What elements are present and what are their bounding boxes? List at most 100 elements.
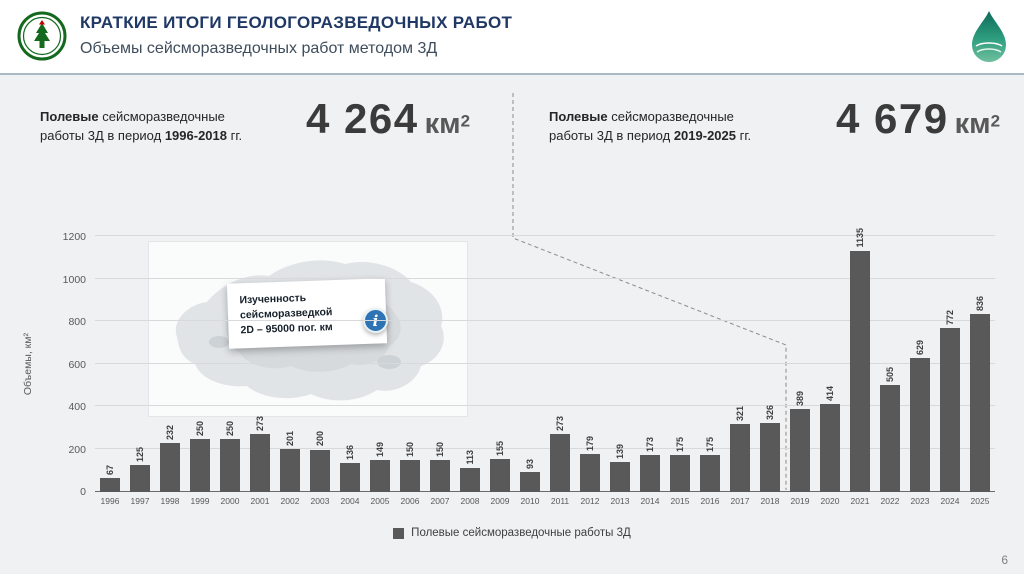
slide-title: КРАТКИЕ ИТОГИ ГЕОЛОГОРАЗВЕДОЧНЫХ РАБОТ (80, 13, 513, 32)
stat-unit-sup: 2 (460, 111, 471, 131)
bar-value-label: 93 (525, 459, 535, 470)
bar-column: 150 (425, 237, 455, 492)
header: КРАТКИЕ ИТОГИ ГЕОЛОГОРАЗВЕДОЧНЫХ РАБОТ О… (0, 0, 1024, 75)
stat-unit: км (954, 108, 991, 140)
bar-value-label: 250 (225, 420, 235, 436)
bar (940, 327, 960, 492)
bar-value-label: 175 (705, 436, 715, 452)
bar-column: 136 (335, 237, 365, 492)
x-axis-label: 2011 (550, 496, 570, 506)
stat-label-2019-2025: Полевые сейсморазведочные работы 3Д в пе… (549, 107, 751, 145)
bar (340, 463, 360, 492)
y-axis-tick-label: 400 (68, 401, 86, 413)
bar (250, 434, 270, 492)
bar-value-label: 629 (915, 340, 925, 356)
bar-column: 250 (215, 237, 245, 492)
x-axis-label: 2004 (340, 496, 360, 506)
bar-value-label: 326 (765, 404, 775, 420)
y-axis-tick-label: 200 (68, 443, 86, 456)
bar-value-label: 250 (195, 420, 205, 436)
bar (610, 462, 630, 492)
x-axis-label: 2014 (640, 496, 660, 506)
bar (850, 250, 870, 492)
bar (820, 404, 840, 492)
x-axis-label: 2025 (970, 496, 990, 506)
bar-column: 201 (275, 237, 305, 492)
bar-value-label: 150 (435, 442, 445, 458)
stat-period: 1996-2018 (164, 128, 227, 143)
bar-value-label: 232 (165, 424, 175, 440)
header-titles: КРАТКИЕ ИТОГИ ГЕОЛОГОРАЗВЕДОЧНЫХ РАБОТ О… (80, 13, 512, 58)
stat-label-text: работы 3Д в период (549, 128, 674, 143)
bar-value-label: 201 (285, 431, 295, 447)
x-axis-label: 2012 (580, 496, 600, 506)
y-axis-tick-label: 800 (68, 316, 86, 328)
bar-column: 67 (95, 237, 125, 492)
bar-value-label: 273 (255, 415, 265, 431)
x-axis-label: 2019 (790, 496, 810, 506)
x-axis-label: 2006 (400, 496, 420, 506)
x-axis-label: 2007 (430, 496, 450, 506)
bar-column: 232 (155, 237, 185, 492)
stat-label-bold: Полевые (549, 109, 608, 124)
stat-number: 4 264 (306, 95, 419, 142)
y-axis-tick-label: 0 (80, 486, 86, 498)
bar-column: 113 (455, 237, 485, 492)
gridline (95, 447, 995, 449)
bar-value-label: 136 (345, 445, 355, 461)
x-axis-label: 2017 (730, 496, 750, 506)
bar (880, 384, 900, 492)
bar (760, 422, 780, 492)
stat-label-text: сейсморазведочные (98, 109, 225, 124)
stat-label-text: гг. (227, 128, 243, 143)
bar-value-label: 67 (105, 464, 115, 475)
x-axis-label: 1998 (160, 496, 180, 506)
bar-column: 200 (305, 237, 335, 492)
bar-value-label: 505 (885, 366, 895, 382)
bar-column: 139 (605, 237, 635, 492)
bar-column: 273 (245, 237, 275, 492)
x-axis-label: 2002 (280, 496, 300, 506)
bar-column: 321 (725, 237, 755, 492)
stat-label-text: гг. (736, 128, 752, 143)
y-axis-tick-label: 600 (68, 358, 86, 371)
x-axis-label: 1996 (100, 496, 120, 506)
bar-column: 505 (875, 237, 905, 492)
page-number: 6 (1001, 553, 1008, 567)
stat-label-text: сейсморазведочные (607, 109, 734, 124)
bar-column: 629 (905, 237, 935, 492)
bar-value-label: 273 (555, 415, 565, 431)
bar (130, 465, 150, 492)
bar-column: 1135 (845, 228, 875, 492)
x-axis-label: 2018 (760, 496, 780, 506)
company-emblem-logo (17, 11, 67, 61)
chart-legend: Полевые сейсморазведочные работы 3Д (0, 527, 1024, 539)
x-axis-label: 2022 (880, 496, 900, 506)
bar (100, 477, 120, 492)
bar-value-label: 414 (825, 386, 835, 402)
bar-column: 93 (515, 237, 545, 492)
x-axis-label: 2024 (940, 496, 960, 506)
bar (550, 434, 570, 492)
bar-value-label: 175 (675, 436, 685, 452)
bar-value-label: 150 (405, 442, 415, 458)
y-axis-tick-label: 1000 (62, 273, 86, 286)
bar (220, 438, 240, 492)
slide-subtitle: Объемы сейсморазведочных работ методом 3… (80, 40, 438, 57)
x-axis-label: 2021 (850, 496, 870, 506)
bar-column: 326 (755, 237, 785, 492)
bar (490, 459, 510, 492)
bar-column: 836 (965, 237, 995, 492)
bar (400, 460, 420, 492)
bar-value-label: 389 (795, 391, 805, 407)
bar-column: 772 (935, 237, 965, 492)
bar (910, 358, 930, 492)
x-axis-label: 2008 (460, 496, 480, 506)
bar (190, 438, 210, 492)
stat-label-bold: Полевые (40, 109, 99, 124)
bar-column: 273 (545, 237, 575, 492)
bar-value-label: 173 (645, 437, 655, 453)
content: Полевые сейсморазведочные работы 3Д в пе… (0, 75, 1024, 574)
bar (370, 460, 390, 492)
